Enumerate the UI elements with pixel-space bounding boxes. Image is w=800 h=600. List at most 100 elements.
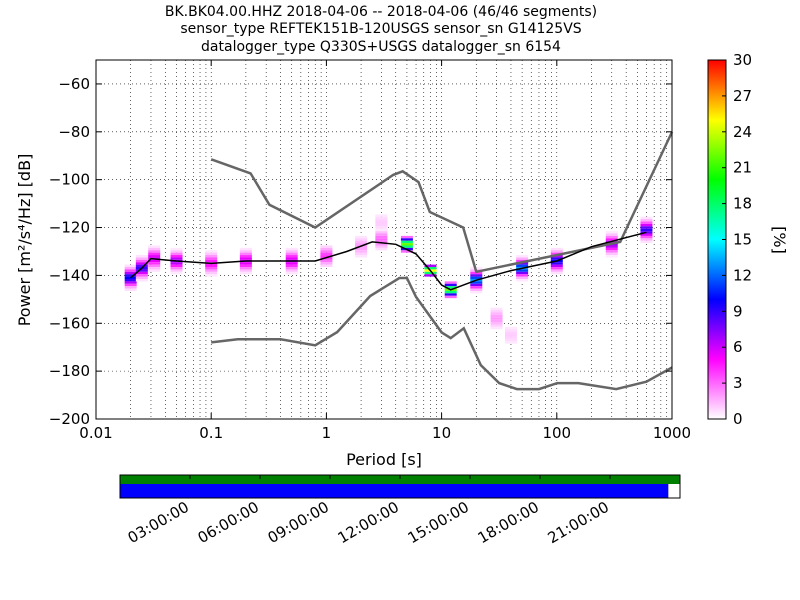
chart-title-line-3: datalogger_type Q330S+USGS datalogger_sn… (201, 39, 561, 55)
density-cell (504, 341, 517, 344)
density-cell (375, 235, 388, 239)
density-cell (205, 269, 218, 272)
density-cell (490, 326, 503, 330)
density-cell (135, 279, 148, 282)
density-cell (375, 228, 388, 232)
density-cell (148, 250, 161, 253)
colorbar-tick-label: 21 (733, 159, 752, 177)
density-cell (375, 231, 388, 234)
density-cell (400, 235, 413, 239)
density-cell (170, 252, 183, 256)
density-cell (320, 252, 333, 256)
density-cell (375, 240, 388, 244)
density-cell (355, 243, 368, 246)
density-cell (605, 255, 618, 258)
density-cell (550, 247, 563, 251)
density-cell (516, 257, 529, 260)
density-cell (550, 257, 563, 260)
density-cell (285, 250, 298, 253)
density-cell (148, 269, 161, 272)
density-cell (124, 283, 137, 287)
density-cell (135, 271, 148, 275)
density-cell (205, 271, 218, 275)
density-cell (124, 288, 137, 291)
y-tick-label: −180 (49, 362, 90, 380)
density-cell (285, 264, 298, 268)
density-cell (375, 238, 388, 241)
noise-model-lines (130, 131, 674, 391)
density-cell (470, 286, 483, 289)
density-cell (550, 262, 563, 265)
density-cell (444, 286, 457, 289)
density-cell (375, 226, 388, 229)
timeline-label: 21:00:00 (545, 498, 612, 547)
density-cell (400, 250, 413, 253)
density-cell (424, 264, 437, 268)
density-cell (124, 271, 137, 275)
density-cell (375, 247, 388, 251)
colorbar-tick-label: 27 (733, 87, 752, 105)
chart-title-line-2: sensor_type REFTEK151B-120USGS sensor_sn… (180, 21, 581, 37)
density-cell (239, 262, 252, 265)
timeline-label: 03:00:00 (125, 498, 192, 547)
density-cell (605, 231, 618, 234)
density-cell (605, 247, 618, 251)
timeline-used-bar (120, 484, 669, 498)
density-cell (355, 255, 368, 258)
density-cell (239, 269, 252, 272)
density-cell (170, 250, 183, 253)
series-line-nhnm (210, 131, 674, 274)
density-cell (640, 221, 653, 224)
y-tick-label: −120 (49, 219, 90, 237)
series-line-mode (130, 231, 647, 291)
density-cell (205, 264, 218, 268)
density-cell (148, 247, 161, 251)
density-cell (124, 264, 137, 267)
density-cell (490, 312, 503, 315)
density-cell (516, 271, 529, 275)
density-cell (640, 228, 653, 232)
density-cell (640, 231, 653, 234)
density-cell (148, 245, 161, 248)
density-cell (285, 252, 298, 256)
colorbar-label: [%] (770, 226, 789, 254)
density-cell (239, 252, 252, 256)
density-cell (320, 247, 333, 251)
density-cell (375, 214, 388, 217)
timeline-label: 15:00:00 (405, 498, 472, 547)
density-cell (135, 262, 148, 265)
density-cell (355, 250, 368, 253)
colorbar: 0 3 6 9 12 15 18 21 24 27 30 (707, 51, 752, 428)
density-cell (605, 235, 618, 239)
x-tick-label: 0.1 (199, 424, 223, 442)
density-cell (320, 259, 333, 263)
density-cell (640, 216, 653, 220)
density-cell (170, 255, 183, 258)
density-cell (375, 245, 388, 248)
density-cell (516, 274, 529, 277)
density-cell (355, 240, 368, 244)
series-line-nlnm (211, 276, 673, 391)
x-tick-label: 10 (432, 424, 451, 442)
colorbar-tick-label: 12 (733, 266, 752, 284)
density-cell (375, 233, 388, 236)
density-cell (205, 259, 218, 263)
density-cell (516, 279, 529, 282)
density-cell (444, 281, 457, 284)
plot-frame (95, 59, 673, 420)
density-cell (124, 281, 137, 284)
density-cell (375, 219, 388, 222)
density-cell (205, 250, 218, 253)
density-cell (124, 274, 137, 277)
y-tick-label: −100 (49, 171, 90, 189)
density-cell (320, 245, 333, 248)
density-cell (170, 262, 183, 265)
axis-ticks: 0.01 0.1 1 10 100 1000 −60 −80 −100 −120 −140 −160 −… (49, 60, 691, 442)
density-cell (355, 238, 368, 241)
density-cell (490, 324, 503, 327)
density-cell (375, 216, 388, 220)
density-cell (135, 274, 148, 277)
timeline-available-bar (120, 475, 680, 484)
colorbar-tick-label: 9 (733, 302, 743, 320)
